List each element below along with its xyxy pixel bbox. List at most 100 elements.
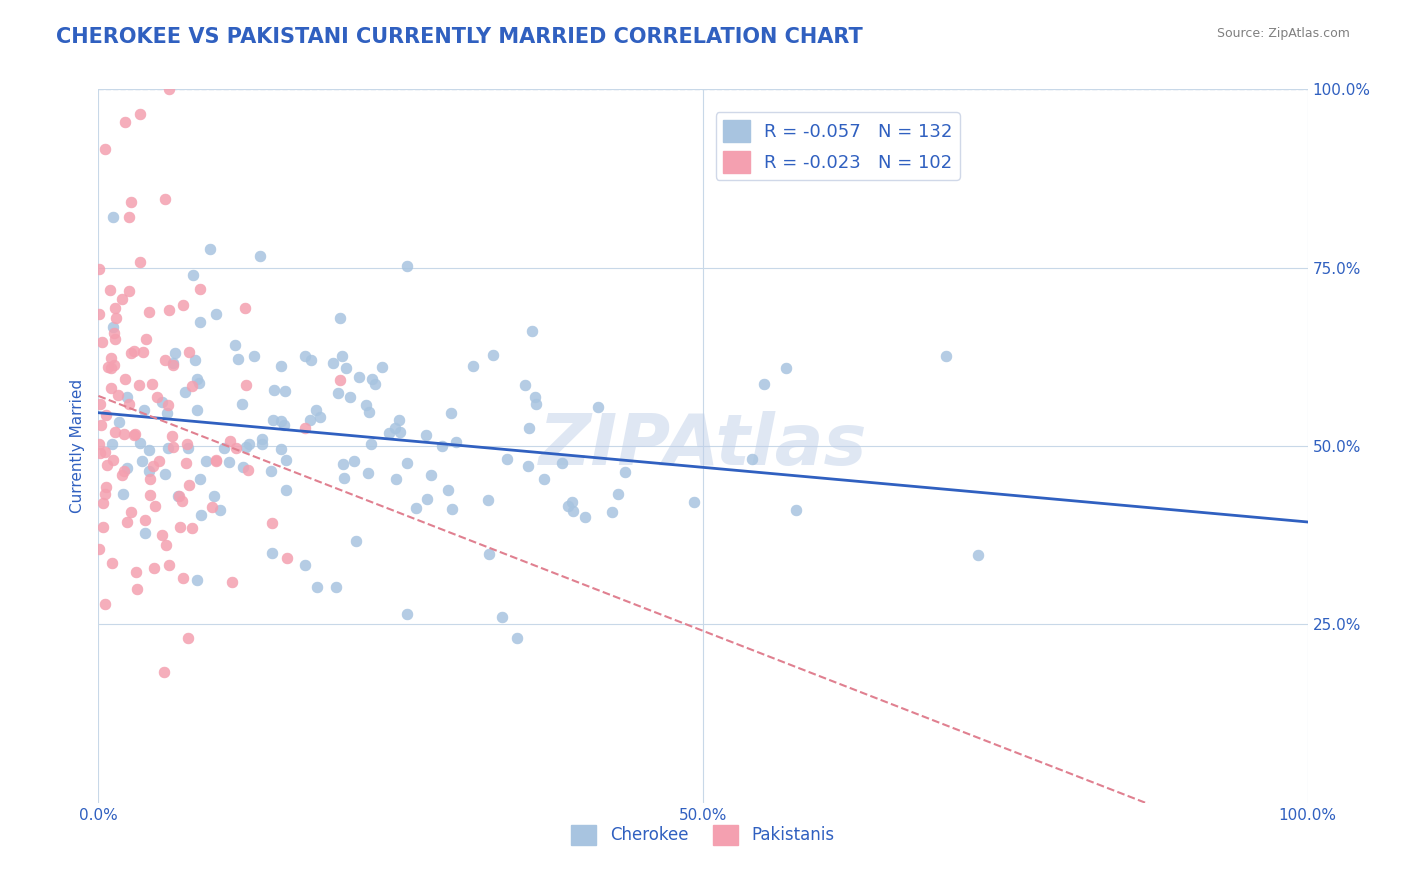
Point [150, 395, 173, 409]
Point [120, 194, 142, 209]
Point [128, 378, 150, 392]
Point [574, 509, 596, 524]
Point [395, 456, 418, 470]
Point [200, 242, 222, 256]
Point [262, 413, 284, 427]
Point [520, 324, 543, 338]
Point [122, 343, 145, 358]
Point [172, 494, 194, 508]
Point [343, 454, 366, 468]
Point [335, 360, 357, 375]
Point [142, 561, 165, 575]
Point [93, 496, 115, 510]
Point [371, 359, 394, 374]
Point [233, 301, 256, 316]
Point [103, 358, 125, 372]
Point [114, 115, 136, 129]
Point [131, 344, 153, 359]
Point [516, 459, 538, 474]
Point [101, 319, 124, 334]
Point [112, 426, 135, 441]
Point [305, 402, 328, 417]
Point [162, 358, 184, 372]
Point [135, 332, 157, 346]
Point [262, 546, 284, 560]
Point [260, 464, 283, 478]
Point [125, 565, 148, 579]
Point [232, 459, 254, 474]
Point [139, 488, 162, 502]
Point [94, 408, 117, 422]
Point [224, 338, 246, 352]
Point [162, 429, 184, 443]
Point [188, 315, 211, 329]
Point [477, 493, 499, 508]
Point [513, 377, 536, 392]
Point [562, 504, 585, 518]
Point [194, 454, 217, 468]
Point [309, 410, 332, 425]
Point [94, 445, 117, 459]
Point [190, 508, 212, 522]
Point [405, 500, 427, 515]
Point [330, 349, 353, 363]
Point [561, 494, 583, 508]
Point [325, 580, 347, 594]
Point [134, 513, 156, 527]
Point [114, 372, 136, 386]
Point [967, 548, 990, 562]
Point [115, 391, 138, 405]
Point [129, 106, 152, 120]
Point [741, 451, 763, 466]
Point [360, 436, 382, 450]
Point [231, 397, 253, 411]
Point [214, 441, 236, 455]
Point [307, 580, 329, 594]
Point [177, 441, 200, 455]
Point [118, 211, 141, 225]
Point [294, 558, 316, 573]
Point [91, 335, 114, 350]
Point [100, 382, 122, 396]
Point [87, 542, 110, 557]
Point [205, 452, 228, 467]
Point [357, 405, 380, 419]
Point [523, 391, 546, 405]
Point [101, 210, 124, 224]
Point [208, 503, 231, 517]
Point [228, 352, 250, 367]
Point [481, 348, 503, 362]
Point [153, 665, 176, 679]
Point [143, 500, 166, 514]
Point [176, 631, 198, 645]
Point [157, 303, 180, 318]
Legend: Cherokee, Pakistanis: Cherokee, Pakistanis [565, 818, 841, 852]
Point [181, 268, 204, 283]
Point [613, 465, 636, 479]
Point [329, 373, 352, 387]
Point [120, 345, 142, 359]
Point [97, 359, 120, 374]
Point [180, 521, 202, 535]
Point [122, 427, 145, 442]
Point [250, 432, 273, 446]
Point [148, 453, 170, 467]
Point [138, 464, 160, 478]
Point [551, 456, 574, 470]
Point [496, 452, 519, 467]
Point [157, 398, 180, 412]
Point [94, 487, 117, 501]
Point [94, 143, 117, 157]
Point [112, 464, 135, 478]
Point [155, 538, 177, 552]
Point [260, 516, 283, 530]
Point [111, 292, 134, 306]
Point [221, 575, 243, 590]
Point [276, 551, 298, 566]
Point [243, 349, 266, 363]
Point [344, 533, 367, 548]
Point [132, 402, 155, 417]
Point [162, 440, 184, 454]
Point [419, 468, 441, 483]
Point [437, 483, 460, 497]
